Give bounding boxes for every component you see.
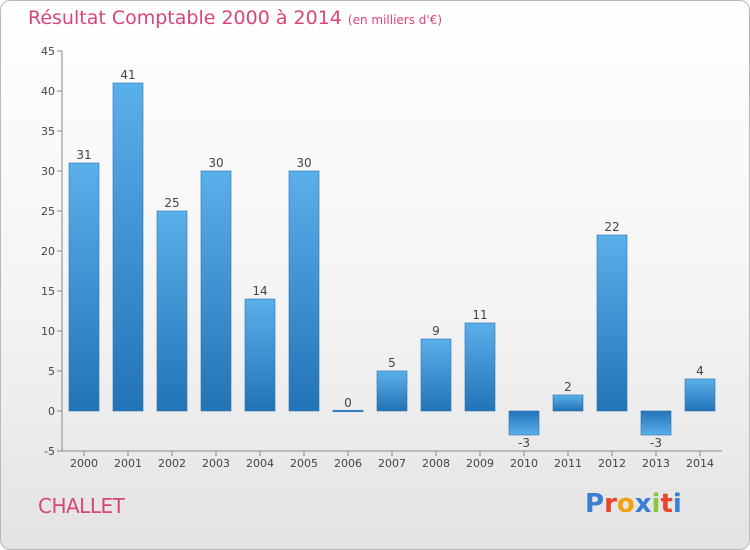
y-tick-label: -5 <box>44 445 55 458</box>
logo-letter: i <box>672 489 682 519</box>
y-tick-label: 25 <box>41 205 55 218</box>
x-tick-label: 2014 <box>686 457 714 470</box>
bar-2014 <box>684 378 716 412</box>
bar-2011 <box>552 394 584 412</box>
bar-2012 <box>596 234 628 412</box>
logo-letter: P <box>585 489 605 519</box>
bar-2004 <box>244 298 276 412</box>
value-label-2000: 31 <box>76 148 91 162</box>
x-tick-label: 2009 <box>466 457 494 470</box>
logo-letter: i <box>651 489 661 519</box>
value-label-2008: 9 <box>432 324 440 338</box>
x-tick-label: 2011 <box>554 457 582 470</box>
bar-2002 <box>156 210 188 412</box>
y-tick-label: 45 <box>41 45 55 58</box>
bar-2008 <box>420 338 452 412</box>
x-tick-label: 2008 <box>422 457 450 470</box>
town-name: CHALLET <box>38 494 125 518</box>
bar-2010 <box>508 410 540 436</box>
value-label-2012: 22 <box>604 220 619 234</box>
value-label-2004: 14 <box>252 284 267 298</box>
value-label-2010: -3 <box>518 436 530 450</box>
logo-letter: x <box>634 489 652 519</box>
bar-2003 <box>200 170 232 412</box>
y-tick-label: 0 <box>48 405 55 418</box>
bar-2013 <box>640 410 672 436</box>
x-tick-label: 2012 <box>598 457 626 470</box>
y-tick-label: 15 <box>41 285 55 298</box>
chart-title: Résultat Comptable 2000 à 2014 (en millie… <box>28 7 442 29</box>
y-tick-label: 10 <box>41 325 55 338</box>
value-label-2011: 2 <box>564 380 572 394</box>
bar-2000 <box>68 162 100 412</box>
logo-letter: r <box>604 489 617 519</box>
x-tick-label: 2004 <box>246 457 274 470</box>
x-tick-label: 2003 <box>202 457 230 470</box>
y-tick-label: 5 <box>48 365 55 378</box>
logo-letter: o <box>616 489 635 519</box>
y-tick-label: 40 <box>41 85 55 98</box>
value-label-2013: -3 <box>650 436 662 450</box>
chart-title-text: Résultat Comptable 2000 à 2014 <box>28 7 342 29</box>
value-label-2005: 30 <box>296 156 311 170</box>
value-label-2006: 0 <box>344 396 352 410</box>
value-label-2003: 30 <box>208 156 223 170</box>
value-label-2009: 11 <box>472 308 487 322</box>
y-tick-label: 30 <box>41 165 55 178</box>
y-tick-label: 20 <box>41 245 55 258</box>
x-tick-label: 2007 <box>378 457 406 470</box>
logo-letter: t <box>660 489 673 519</box>
value-label-2007: 5 <box>388 356 396 370</box>
proxiti-logo[interactable]: Proxiti <box>585 489 682 519</box>
value-label-2002: 25 <box>164 196 179 210</box>
x-tick-label: 2010 <box>510 457 538 470</box>
x-tick-label: 2005 <box>290 457 318 470</box>
x-tick-label: 2002 <box>158 457 186 470</box>
x-tick-label: 2001 <box>114 457 142 470</box>
bar-2007 <box>376 370 408 412</box>
bar-2005 <box>288 170 320 412</box>
x-tick-label: 2013 <box>642 457 670 470</box>
y-tick-label: 35 <box>41 125 55 138</box>
bar-2009 <box>464 322 496 412</box>
chart-bars <box>68 82 716 436</box>
x-tick-label: 2006 <box>334 457 362 470</box>
bar-2001 <box>112 82 144 412</box>
bar-2006 <box>332 409 364 413</box>
x-tick-label: 2000 <box>70 457 98 470</box>
chart-subtitle: (en milliers d'€) <box>347 13 443 27</box>
value-label-2014: 4 <box>696 364 704 378</box>
value-label-2001: 41 <box>120 68 135 82</box>
